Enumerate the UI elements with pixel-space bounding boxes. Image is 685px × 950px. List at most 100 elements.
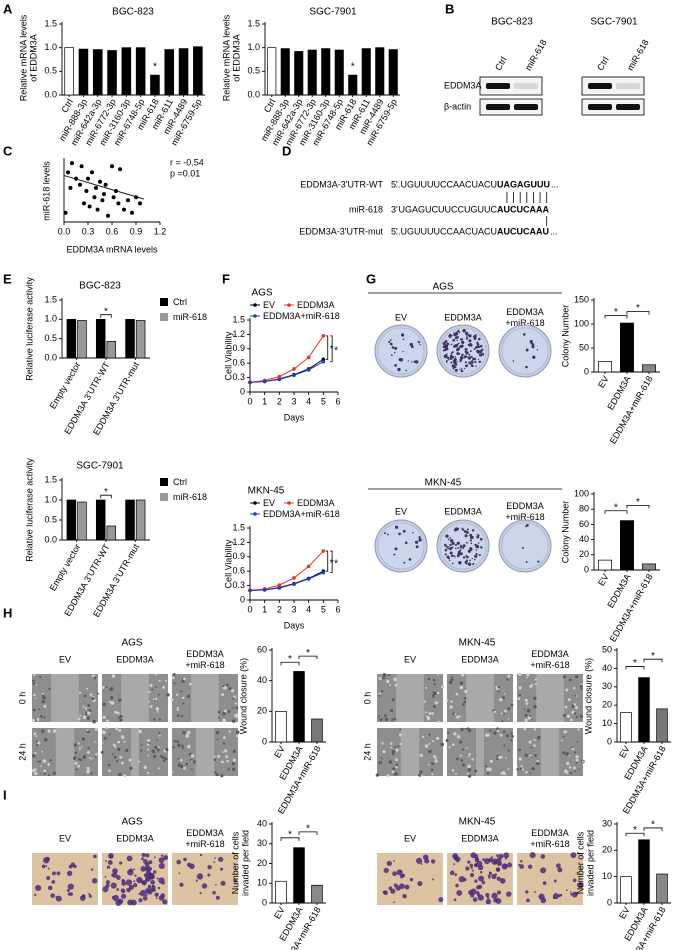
photo-cell <box>478 875 485 882</box>
bar <box>293 847 305 904</box>
y-tick-label: 30 <box>602 681 612 691</box>
photo-cell <box>386 679 390 684</box>
photo-cell <box>154 745 158 749</box>
photo-colony <box>454 543 457 546</box>
photo-cell <box>115 727 119 731</box>
photo-cell <box>86 729 89 732</box>
photo-cell <box>126 855 133 862</box>
photo-cell <box>397 745 400 748</box>
photo-cell <box>461 703 465 706</box>
photo-cell <box>111 753 114 756</box>
photo-cell <box>391 698 395 702</box>
photo-cell <box>482 858 485 861</box>
photo-colony <box>389 339 392 341</box>
photo-cell <box>148 700 150 703</box>
bar <box>656 708 668 743</box>
point <box>292 582 296 586</box>
photo-cell <box>384 717 389 722</box>
photo-cell <box>119 861 123 865</box>
y-tick-label: 1.0 <box>44 494 57 504</box>
point <box>100 198 105 203</box>
photo-colony <box>459 546 463 549</box>
photo-cell <box>525 890 529 894</box>
chart-title: BGC-823 <box>112 7 154 18</box>
photo-invasion <box>32 853 98 905</box>
photo-cell <box>516 768 519 771</box>
photo-cell <box>446 699 449 702</box>
photo-cell <box>455 883 459 888</box>
photo-cell <box>141 857 144 861</box>
photo-colony <box>459 356 462 359</box>
photo-cell <box>139 878 142 882</box>
photo-colony <box>473 335 477 339</box>
photo-cell <box>133 882 138 888</box>
photo-cell <box>425 857 428 859</box>
photo-cell <box>421 774 423 777</box>
photo-cell <box>214 857 216 860</box>
bar <box>620 322 634 373</box>
photo-cell <box>531 767 535 771</box>
y-tick-label: 20 <box>579 549 589 559</box>
photo-cell <box>228 687 232 691</box>
photo-cell <box>179 882 184 887</box>
photo-cell <box>86 750 90 754</box>
photo-cell <box>518 672 522 677</box>
photo-colony <box>460 338 463 341</box>
photo-cell <box>34 893 37 897</box>
point <box>82 201 86 206</box>
photo-cell <box>520 859 523 863</box>
photo-colony <box>466 364 469 367</box>
sequence-end: 5' <box>391 226 398 236</box>
photo-cell <box>213 861 216 864</box>
photo-cell <box>158 693 160 696</box>
photo-cell <box>95 753 98 756</box>
y-axis-label: of EDDM3A <box>28 34 38 82</box>
y-axis-label: Colony Number <box>560 501 570 564</box>
photo-cell <box>158 895 165 901</box>
photo-colony <box>449 539 454 543</box>
photo-cell <box>43 716 46 719</box>
photo-cell <box>43 772 46 775</box>
photo-cell <box>477 894 484 901</box>
photo-cell <box>47 867 50 870</box>
photo-colony <box>400 333 405 337</box>
photo-cell <box>424 711 428 714</box>
point <box>292 373 296 378</box>
column-label: EDDM3A <box>186 649 224 659</box>
photo-colony <box>464 534 468 538</box>
y-axis-label: Number of cells <box>230 831 240 894</box>
photo-cell <box>180 690 183 693</box>
photo-cell <box>561 739 563 742</box>
legend-label: Ctrl <box>173 297 187 307</box>
photo-cell <box>563 769 568 773</box>
photo-cell <box>568 754 571 757</box>
image-panel-title: AGS <box>121 638 142 649</box>
point <box>63 210 68 215</box>
photo-colony <box>530 341 533 345</box>
photo-gap <box>396 674 424 722</box>
photo-colony <box>444 340 448 343</box>
bar <box>311 884 323 904</box>
photo-cell <box>533 753 537 757</box>
photo-cell <box>474 858 479 863</box>
photo-cell <box>101 742 104 744</box>
point <box>70 161 74 166</box>
legend-swatch <box>160 313 168 321</box>
photo-cell <box>570 891 572 893</box>
photo-cell <box>424 858 430 864</box>
bar <box>642 364 656 373</box>
photo-cell <box>529 715 532 718</box>
photo-colony <box>389 342 393 346</box>
photo-cell <box>182 702 185 705</box>
photo-colony <box>394 363 397 367</box>
point <box>277 377 282 382</box>
chart-title: MKN-45 <box>248 486 285 497</box>
significance-bracket <box>643 827 663 831</box>
photo-cell <box>112 872 118 878</box>
photo-colony <box>479 349 483 354</box>
photo-colony <box>443 344 447 348</box>
significance-bracket <box>325 335 329 360</box>
photo-colony <box>454 547 457 550</box>
point <box>118 167 122 172</box>
photo-cell <box>118 772 122 777</box>
